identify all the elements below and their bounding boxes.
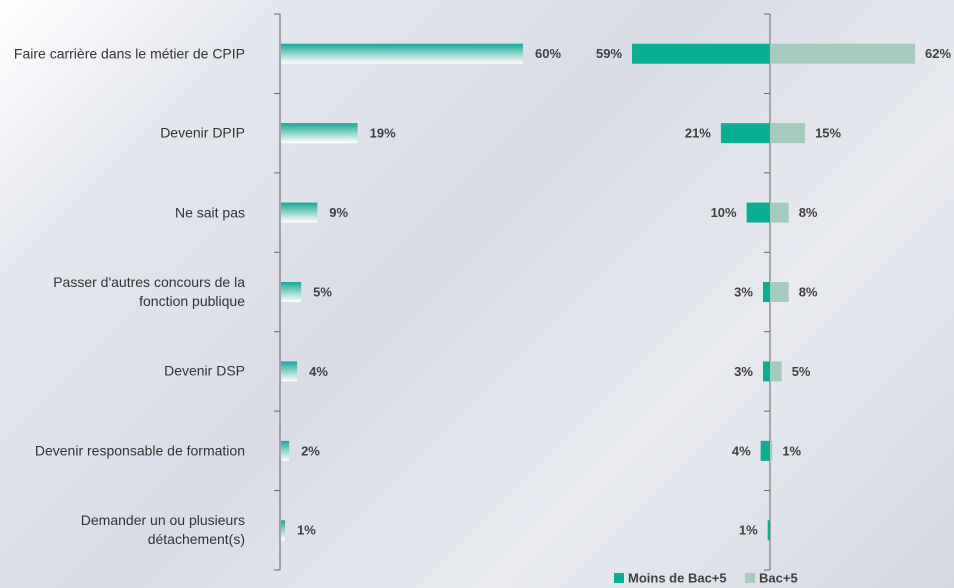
legend-label: Bac+5 [759,570,798,585]
bar [281,520,286,541]
bar [760,440,770,461]
value-label: 2% [301,443,320,458]
value-label: 59% [596,46,622,61]
value-label: 5% [792,364,811,379]
value-label: 62% [925,46,951,61]
bar [770,123,806,144]
value-label: 8% [799,284,818,299]
value-label: 4% [732,443,751,458]
bar [770,361,782,382]
bar [770,43,915,64]
bar [281,282,302,302]
category-label: Devenir responsable de formation [34,442,245,459]
bar [281,43,523,64]
value-label: 1% [739,523,758,538]
bar [632,43,770,64]
bar [762,361,770,382]
bar [281,440,290,461]
value-label: 21% [685,126,711,141]
bar [281,202,318,223]
bar [762,282,770,302]
legend-swatch [614,573,624,583]
legend-swatch [745,573,755,583]
category-label: Devenir DSP [164,362,245,379]
bar [770,282,789,302]
bar [281,123,358,144]
value-label: 4% [309,364,328,379]
value-label: 15% [815,126,841,141]
bar [720,123,770,144]
value-label: 1% [782,443,801,458]
value-label: 60% [535,46,561,61]
bar [746,202,770,223]
bar [281,361,298,382]
value-label: 1% [297,523,316,538]
value-label: 3% [734,284,753,299]
value-label: 8% [799,205,818,220]
value-label: 10% [711,205,737,220]
value-label: 19% [370,126,396,141]
category-label: Devenir DPIP [160,124,245,141]
bar [770,440,773,461]
value-label: 5% [313,284,332,299]
category-label: Passer d'autres concours de la fonction … [53,274,245,309]
category-label: Faire carrière dans le métier de CPIP [13,45,245,62]
legend-label: Moins de Bac+5 [628,570,727,585]
bar [770,202,789,223]
value-label: 3% [734,364,753,379]
bar [767,520,770,541]
category-label: Demander un ou plusieurs détachement(s) [80,512,245,548]
category-label: Ne sait pas [174,204,245,221]
value-label: 9% [329,205,348,220]
